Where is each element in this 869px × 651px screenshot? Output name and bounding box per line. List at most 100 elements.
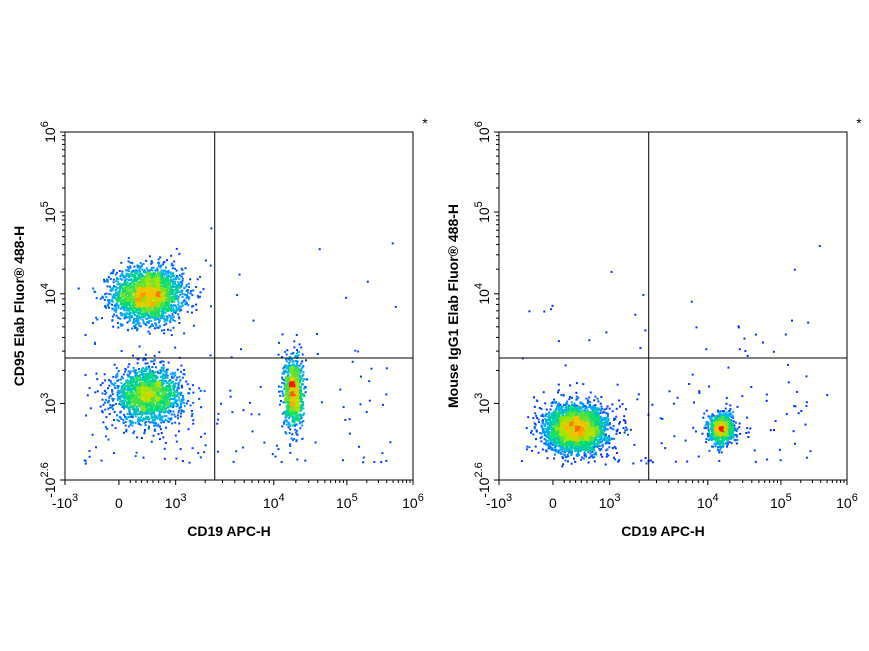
event-point	[154, 382, 157, 385]
event-point	[130, 301, 133, 304]
event-point	[173, 310, 176, 313]
event-point	[136, 294, 139, 297]
event-point	[163, 380, 166, 382]
event-point	[146, 313, 149, 316]
event-point	[129, 294, 132, 296]
event-point	[155, 389, 157, 392]
event-point	[156, 406, 158, 409]
event-point	[142, 359, 145, 362]
event-point	[149, 386, 152, 388]
event-point	[135, 381, 138, 384]
event-point	[125, 394, 128, 397]
event-point	[146, 269, 149, 272]
event-point	[139, 388, 142, 391]
event-point	[144, 421, 147, 424]
event-point	[192, 305, 195, 308]
event-point	[139, 396, 142, 399]
event-point	[128, 283, 131, 286]
event-point	[112, 399, 114, 402]
event-point	[148, 392, 151, 395]
event-point	[136, 311, 139, 314]
event-point	[166, 285, 169, 288]
event-point	[209, 264, 212, 267]
event-point	[116, 287, 119, 290]
event-point	[281, 425, 284, 428]
event-point	[167, 402, 170, 405]
event-point	[136, 279, 139, 281]
event-point	[158, 303, 161, 306]
event-point	[169, 284, 172, 287]
event-point	[181, 273, 184, 276]
event-point	[107, 303, 109, 306]
event-point	[150, 381, 153, 383]
event-point	[164, 291, 167, 294]
event-point	[162, 263, 164, 266]
event-point	[168, 287, 171, 290]
event-point	[131, 280, 134, 283]
event-point	[138, 345, 141, 348]
event-point	[131, 275, 134, 278]
event-point	[285, 370, 287, 373]
event-point	[131, 309, 134, 312]
event-point	[108, 384, 111, 387]
event-point	[285, 353, 288, 356]
event-point	[121, 391, 123, 394]
event-point	[130, 384, 133, 387]
event-point	[151, 397, 154, 400]
event-point	[165, 274, 168, 277]
event-point	[286, 365, 289, 368]
event-point	[156, 301, 159, 304]
event-point	[140, 403, 143, 406]
event-point	[145, 293, 148, 296]
event-point	[111, 389, 113, 391]
event-point	[293, 437, 296, 440]
event-point	[169, 315, 172, 318]
event-point	[139, 325, 142, 328]
event-point	[160, 305, 162, 308]
event-point	[164, 414, 166, 417]
event-point	[146, 305, 149, 308]
event-point	[169, 398, 172, 401]
event-point	[126, 405, 128, 408]
event-point	[120, 299, 123, 302]
event-point	[174, 276, 177, 279]
event-point	[152, 295, 155, 298]
event-point	[124, 316, 127, 319]
event-point	[292, 439, 294, 442]
event-point	[108, 299, 111, 302]
event-point	[118, 290, 121, 293]
event-point	[146, 287, 149, 290]
event-point	[121, 396, 123, 399]
event-point	[112, 408, 115, 411]
event-point	[142, 377, 145, 380]
event-point	[149, 394, 152, 397]
event-point	[129, 317, 131, 320]
event-point	[162, 274, 165, 277]
event-point	[142, 400, 145, 402]
event-point	[123, 413, 125, 416]
event-point	[117, 395, 120, 398]
event-point	[297, 374, 300, 377]
event-point	[144, 406, 147, 409]
event-point	[160, 329, 163, 332]
event-point	[176, 403, 179, 405]
event-point	[147, 283, 150, 286]
event-point	[122, 384, 125, 387]
event-point	[296, 411, 299, 414]
event-point	[133, 297, 136, 300]
event-point	[117, 316, 120, 319]
event-point	[166, 400, 168, 402]
event-point	[110, 406, 113, 409]
event-point	[134, 299, 137, 302]
event-point	[144, 385, 146, 388]
event-point	[150, 288, 153, 291]
event-point	[155, 282, 158, 285]
event-point	[147, 299, 150, 302]
event-point	[146, 281, 149, 284]
event-point	[122, 289, 125, 292]
event-point	[292, 369, 295, 372]
event-point	[141, 394, 144, 396]
event-point	[146, 380, 149, 383]
event-point	[120, 291, 123, 294]
event-point	[137, 277, 140, 280]
